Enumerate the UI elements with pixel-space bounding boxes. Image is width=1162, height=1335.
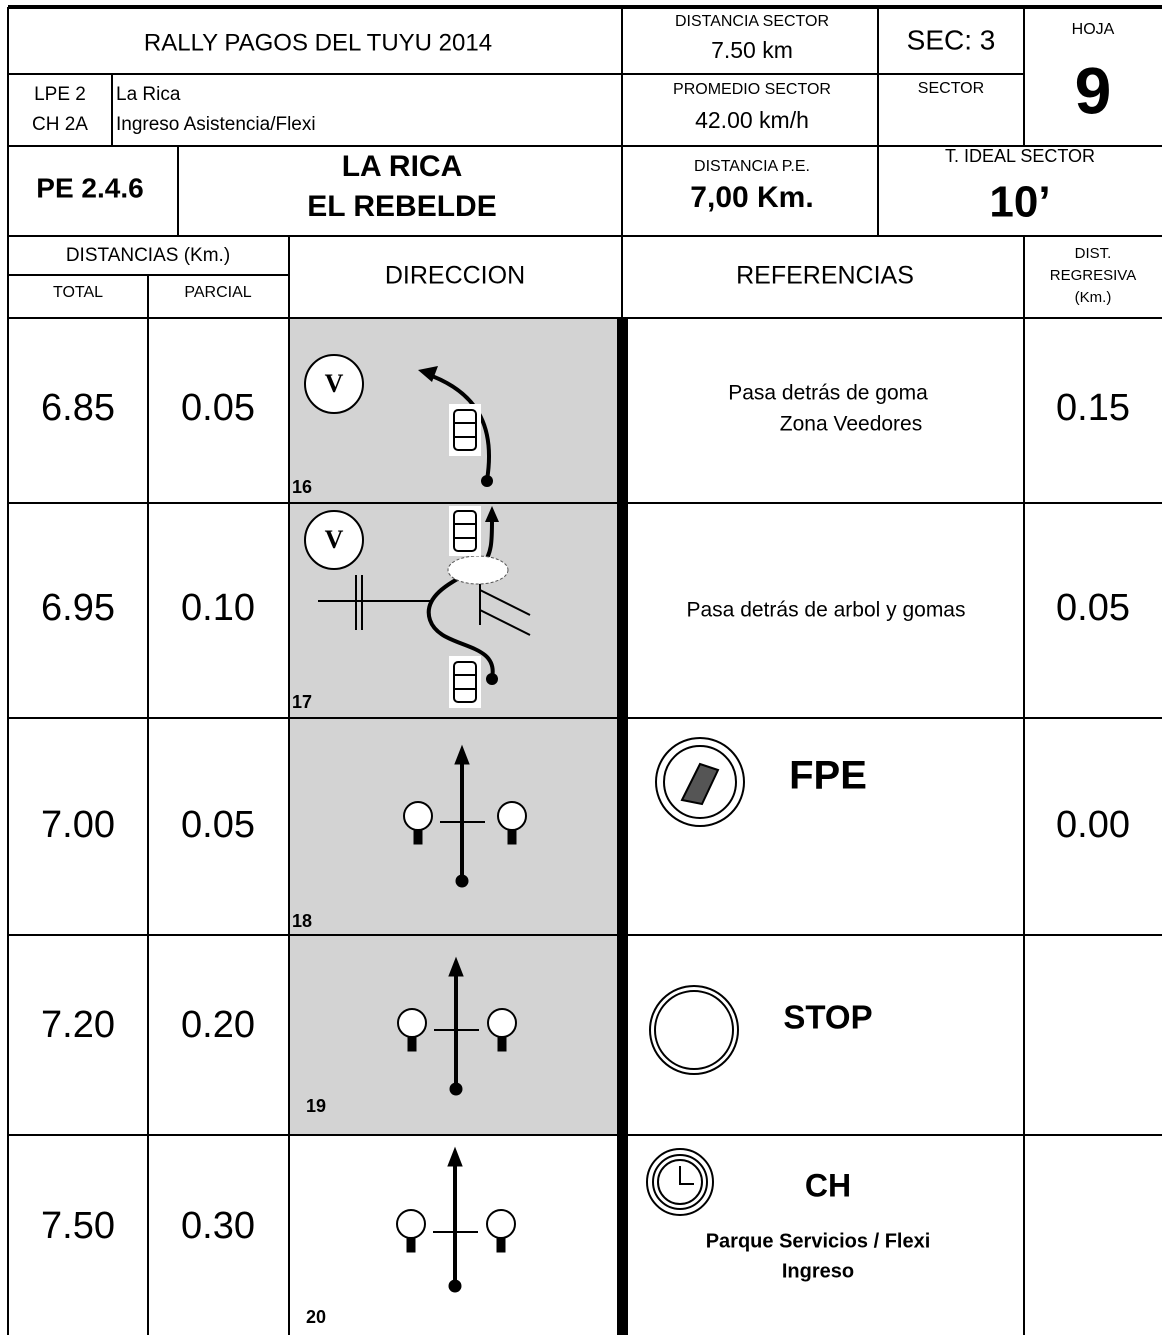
reference-title: STOP bbox=[783, 999, 872, 1036]
reference: Pasa detrás de arbol y gomas bbox=[687, 599, 966, 622]
ch-label: CH 2A bbox=[32, 114, 88, 135]
regresiva: 0.15 bbox=[1056, 387, 1130, 429]
total: 6.85 bbox=[41, 387, 115, 429]
total: 7.50 bbox=[41, 1205, 115, 1247]
hoja: 9 bbox=[1075, 53, 1112, 127]
col-regresiva: REGRESIVA bbox=[1050, 267, 1136, 284]
clock-icon bbox=[646, 1148, 714, 1216]
regresiva: 0.00 bbox=[1056, 804, 1130, 846]
reference: Parque Servicios / Flexi bbox=[706, 1230, 931, 1252]
title: RALLY PAGOS DEL TUYU 2014 bbox=[144, 29, 492, 56]
promedio: 42.00 km/h bbox=[695, 107, 809, 133]
reference: Zona Veedores bbox=[780, 413, 922, 436]
col-regresiva: DIST. bbox=[1075, 245, 1112, 262]
box-number: 17 bbox=[292, 692, 312, 712]
hoja-label: HOJA bbox=[1072, 21, 1115, 38]
tulip-20 bbox=[396, 1146, 516, 1293]
pe-name: LA RICA bbox=[342, 150, 463, 183]
distancia-sector: 7.50 km bbox=[711, 37, 793, 63]
total: 7.20 bbox=[41, 1004, 115, 1046]
col-referencias: REFERENCIAS bbox=[736, 262, 914, 290]
parcial: 0.05 bbox=[181, 387, 255, 429]
distancia-sector-label: DISTANCIA SECTOR bbox=[675, 13, 829, 30]
col-total: TOTAL bbox=[53, 284, 103, 301]
sec: SEC: 3 bbox=[907, 24, 996, 55]
grid bbox=[7, 5, 1162, 1335]
sign: V bbox=[325, 369, 344, 398]
col-distancias: DISTANCIAS (Km.) bbox=[66, 245, 230, 266]
tulip-16: V bbox=[304, 354, 493, 487]
parcial: 0.05 bbox=[181, 804, 255, 846]
parcial: 0.30 bbox=[181, 1205, 255, 1247]
t-ideal-label: T. IDEAL SECTOR bbox=[945, 146, 1095, 166]
tulip-17: V bbox=[304, 506, 531, 708]
sign: V bbox=[325, 525, 344, 554]
tulip-19 bbox=[397, 956, 517, 1096]
parcial: 0.20 bbox=[181, 1004, 255, 1046]
t-ideal: 10’ bbox=[989, 178, 1050, 227]
col-regresiva: (Km.) bbox=[1075, 289, 1112, 306]
col-direccion: DIRECCION bbox=[385, 262, 525, 290]
stop-icon bbox=[649, 985, 739, 1075]
lpe-name: La Rica bbox=[116, 84, 181, 105]
pe: PE 2.4.6 bbox=[36, 172, 143, 203]
fpe-icon bbox=[655, 737, 745, 827]
reference: Pasa detrás de goma bbox=[728, 382, 928, 405]
ch-name: Ingreso Asistencia/Flexi bbox=[116, 114, 316, 135]
sector-label: SECTOR bbox=[918, 80, 984, 97]
col-parcial: PARCIAL bbox=[184, 284, 251, 301]
lpe-label: LPE 2 bbox=[34, 84, 86, 105]
rows: 6.85 0.05 0.15 6.95 0.10 0.05 7.00 0.05 … bbox=[41, 387, 1130, 1247]
box-number: 16 bbox=[292, 477, 312, 497]
distancia-pe-label: DISTANCIA P.E. bbox=[694, 158, 810, 175]
box-number: 18 bbox=[292, 911, 312, 931]
promedio-label: PROMEDIO SECTOR bbox=[673, 81, 831, 98]
reference-title: FPE bbox=[789, 754, 867, 798]
pe-name: EL REBELDE bbox=[307, 190, 496, 223]
distancia-pe: 7,00 Km. bbox=[690, 181, 813, 214]
reference: Ingreso bbox=[782, 1260, 854, 1282]
parcial: 0.10 bbox=[181, 587, 255, 629]
total: 7.00 bbox=[41, 804, 115, 846]
regresiva: 0.05 bbox=[1056, 587, 1130, 629]
box-number: 20 bbox=[306, 1307, 326, 1327]
total: 6.95 bbox=[41, 587, 115, 629]
box-number: 19 bbox=[306, 1096, 326, 1116]
tulip-18 bbox=[403, 744, 527, 888]
reference-title: CH bbox=[805, 1167, 851, 1203]
